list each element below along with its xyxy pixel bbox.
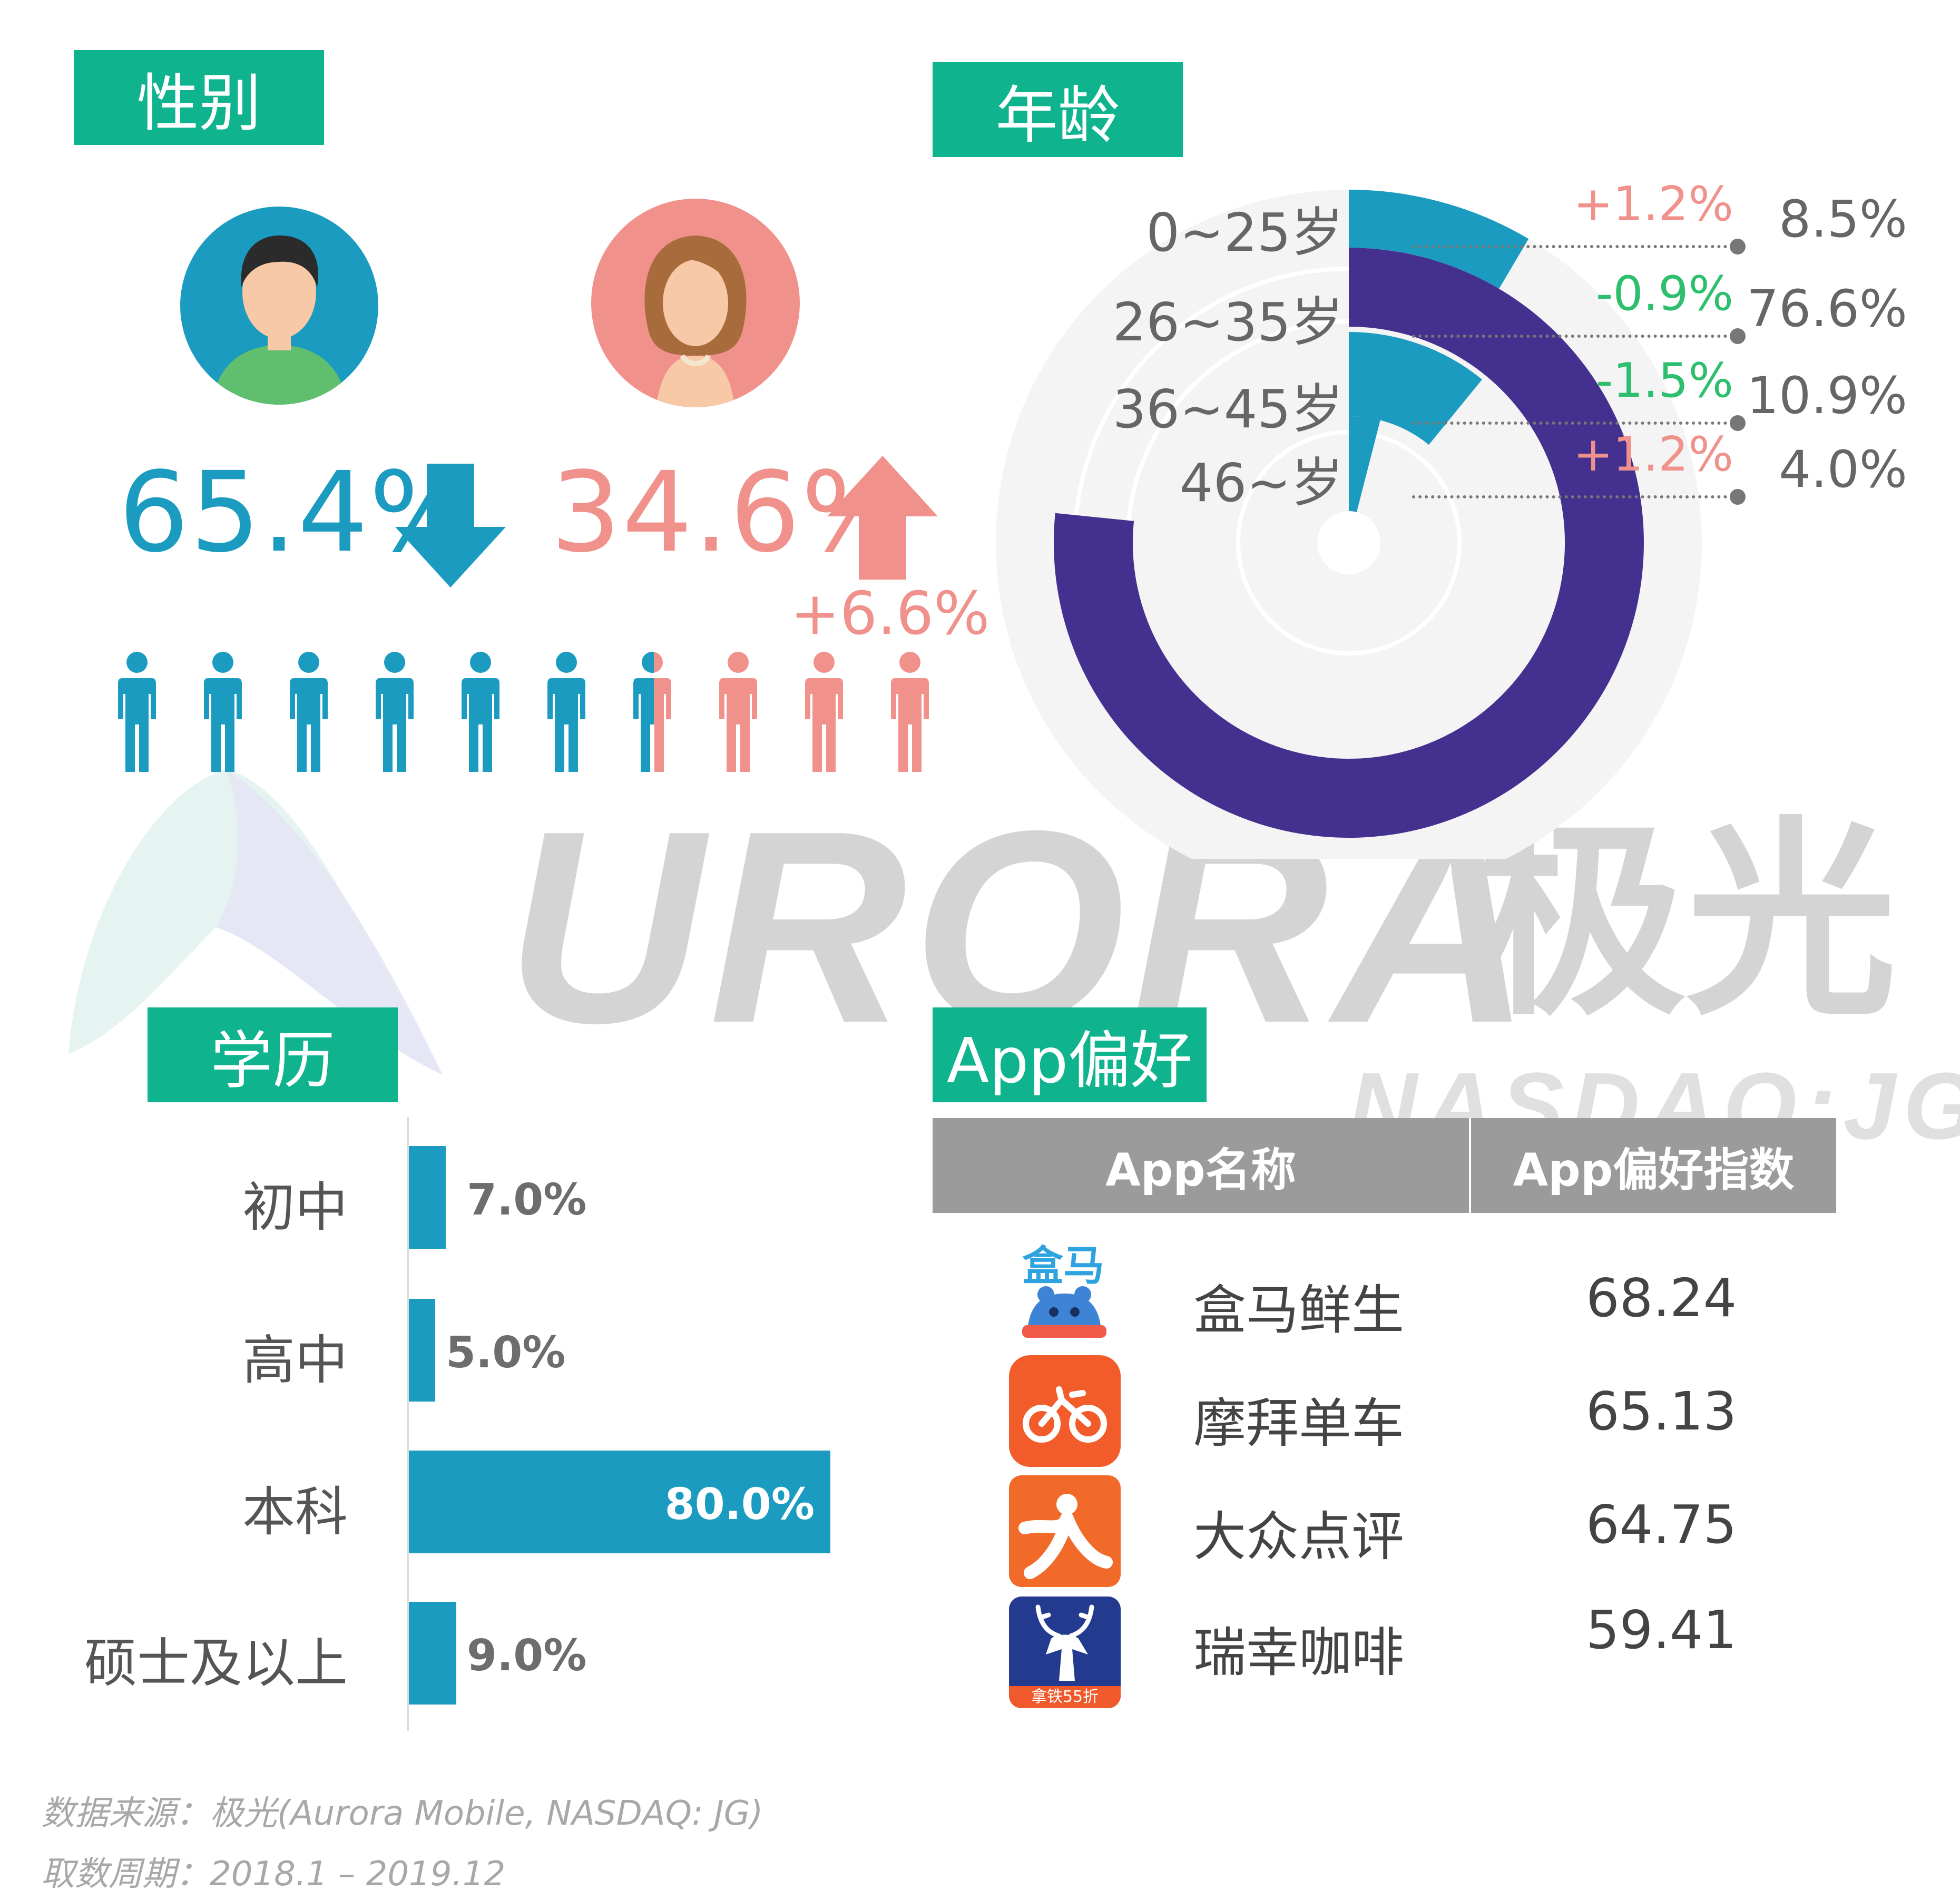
age-leader-dot-1 xyxy=(1730,328,1746,344)
age-change-0: +1.2% xyxy=(1573,177,1733,232)
app-table-header-score: App偏好指数 xyxy=(1513,1143,1795,1197)
section-tag-gender: 性别 xyxy=(74,50,324,145)
person-icon xyxy=(204,652,242,772)
age-leader-dot-2 xyxy=(1730,415,1746,431)
app-row-name-2: 大众点评 xyxy=(1193,1506,1404,1568)
age-leader-line-3 xyxy=(1412,495,1733,498)
education-label-2: 本科 xyxy=(242,1481,348,1543)
person-icon xyxy=(719,652,757,772)
watermark-logo-shape xyxy=(68,769,443,1075)
education-label-0: 初中 xyxy=(242,1177,348,1238)
age-leader-dot-3 xyxy=(1730,489,1746,505)
person-icon xyxy=(376,652,414,772)
age-bar-0 xyxy=(1349,190,1529,289)
app-row-score-1: 65.13 xyxy=(1586,1380,1737,1442)
female-avatar-icon xyxy=(591,199,800,407)
app-row-name-3: 瑞幸咖啡 xyxy=(1193,1622,1404,1683)
age-change-1: -0.9% xyxy=(1595,266,1733,321)
age-value-1: 76.6% xyxy=(1747,279,1907,338)
mobike-icon xyxy=(1009,1355,1121,1467)
hema-icon: 盒马 xyxy=(1012,1233,1122,1344)
app-table-header-divider xyxy=(1469,1118,1471,1213)
app-row-score-2: 64.75 xyxy=(1586,1494,1737,1555)
age-bar-2 xyxy=(1349,332,1482,445)
education-value-2: 80.0% xyxy=(664,1480,815,1530)
gender-people-row xyxy=(118,652,929,772)
app-table-header-name: App名称 xyxy=(1105,1143,1296,1197)
hema-logo-text: 盒马 xyxy=(1022,1242,1105,1290)
education-bar-2 xyxy=(409,1451,830,1553)
person-icon xyxy=(633,652,671,772)
age-change-3: +1.2% xyxy=(1573,427,1733,482)
section-tag-age: 年龄 xyxy=(933,62,1183,157)
age-leader-dot-0 xyxy=(1730,239,1746,254)
age-change-2: -1.5% xyxy=(1595,353,1733,408)
education-label-1: 高中 xyxy=(242,1329,348,1391)
age-radial-chart xyxy=(996,190,1702,859)
person-icon xyxy=(805,652,843,772)
education-label-3: 硕士及以上 xyxy=(84,1632,348,1694)
age-label-1: 26~35岁 xyxy=(1112,291,1344,353)
app-row-score-3: 59.41 xyxy=(1586,1599,1737,1661)
dianping-icon xyxy=(1009,1475,1121,1587)
luckin-icon: 拿铁55折 xyxy=(1009,1597,1121,1708)
app-row-name-1: 摩拜单车 xyxy=(1193,1393,1404,1454)
education-value-1: 5.0% xyxy=(446,1328,566,1378)
age-leader-line-2 xyxy=(1412,422,1733,425)
age-label-2: 36~45岁 xyxy=(1112,378,1344,440)
male-avatar-icon xyxy=(180,207,378,405)
footer-source: 数据来源：极光(Aurora Mobile, NASDAQ: JG) xyxy=(41,1794,763,1833)
education-bar-1 xyxy=(409,1299,435,1402)
education-bar-3 xyxy=(409,1602,456,1705)
age-value-3: 4.0% xyxy=(1779,440,1907,499)
age-leader-line-1 xyxy=(1412,335,1733,338)
section-tag-app-pref: App偏好 xyxy=(933,1007,1207,1102)
down-arrow-icon xyxy=(395,464,506,587)
person-icon xyxy=(891,652,929,772)
luckin-badge: 拿铁55折 xyxy=(1009,1686,1121,1708)
footer-period: 取数周期：2018.1 – 2019.12 xyxy=(41,1855,506,1894)
app-table-header xyxy=(933,1118,1836,1213)
male-percentage: 65.4% xyxy=(119,448,476,577)
person-icon xyxy=(547,652,585,772)
age-leader-line-0 xyxy=(1412,245,1733,248)
person-icon xyxy=(118,652,156,772)
education-value-0: 7.0% xyxy=(467,1175,587,1225)
app-row-name-0: 盒马鲜生 xyxy=(1193,1279,1404,1341)
age-bar-3 xyxy=(1349,416,1380,512)
section-tag-education: 学历 xyxy=(148,1007,398,1102)
female-change: +6.6% xyxy=(790,580,990,648)
education-bar-0 xyxy=(409,1146,446,1249)
age-value-0: 8.5% xyxy=(1779,190,1907,249)
app-row-score-0: 68.24 xyxy=(1586,1267,1737,1329)
watermark-brand-cn: 极光 xyxy=(1475,799,1897,1044)
person-icon xyxy=(462,652,499,772)
age-label-3: 46~岁 xyxy=(1179,452,1344,514)
person-icon xyxy=(290,652,328,772)
education-axis xyxy=(407,1117,409,1731)
age-label-0: 0~25岁 xyxy=(1146,202,1344,263)
up-arrow-icon xyxy=(827,456,938,580)
age-value-2: 10.9% xyxy=(1747,366,1907,425)
education-value-3: 9.0% xyxy=(467,1631,587,1681)
